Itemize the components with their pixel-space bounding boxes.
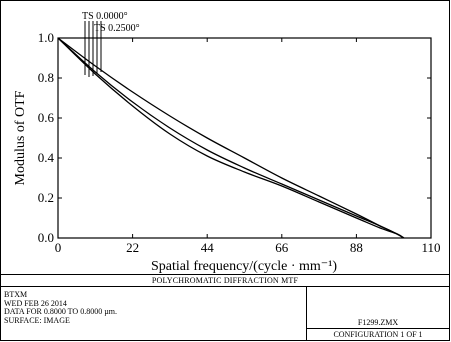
- y-axis-label: Modulus of OTF: [13, 90, 28, 185]
- info-line-lens: BTXM: [4, 290, 28, 299]
- y-tick-label: 0.4: [38, 150, 55, 165]
- x-tick-label: 88: [350, 240, 363, 255]
- y-tick-label: 0.8: [38, 70, 54, 85]
- file-name: F1299.ZMX: [357, 318, 399, 327]
- info-line-wavelength: DATA FOR 0.8000 TO 0.8000 µm.: [4, 307, 118, 317]
- mtf-series-1: [57, 37, 405, 239]
- file-info-block: F1299.ZMX CONFIGURATION 1 OF 1: [306, 287, 449, 340]
- annotation-ts-0: TS 0.0000°: [82, 11, 128, 22]
- y-tick-label: 0.2: [38, 190, 54, 205]
- x-tick-label: 22: [126, 240, 139, 255]
- annotation-ts-1: TS 0.2500°: [94, 23, 140, 34]
- mtf-series-2: [57, 37, 405, 239]
- info-line-surface: SURFACE: IMAGE: [4, 315, 70, 325]
- mtf-series-3: [57, 37, 405, 239]
- configuration-label: CONFIGURATION 1 OF 1: [307, 328, 449, 339]
- x-tick-label: 44: [201, 240, 215, 255]
- chart-title: POLYCHROMATIC DIFFRACTION MTF: [1, 274, 449, 287]
- x-tick-label: 0: [55, 240, 62, 255]
- y-tick-label: 0.0: [38, 230, 54, 245]
- x-tick-label: 110: [421, 240, 440, 255]
- info-block: BTXM WED FEB 26 2014 DATA FOR 0.8000 TO …: [1, 287, 306, 340]
- x-tick-label: 66: [275, 240, 289, 255]
- mtf-chart: 0.0 0.2 0.4 0.6 0.8 1.0 0 22 44 66 88 110 TS 0.000…: [13, 11, 441, 274]
- y-tick-label: 0.6: [38, 110, 55, 125]
- y-tick-label: 1.0: [38, 30, 54, 45]
- plot-area: [57, 37, 432, 239]
- info-line-date: WED FEB 26 2014: [4, 298, 67, 308]
- x-axis-label: Spatial frequency/(cycle · mm⁻¹): [151, 259, 337, 274]
